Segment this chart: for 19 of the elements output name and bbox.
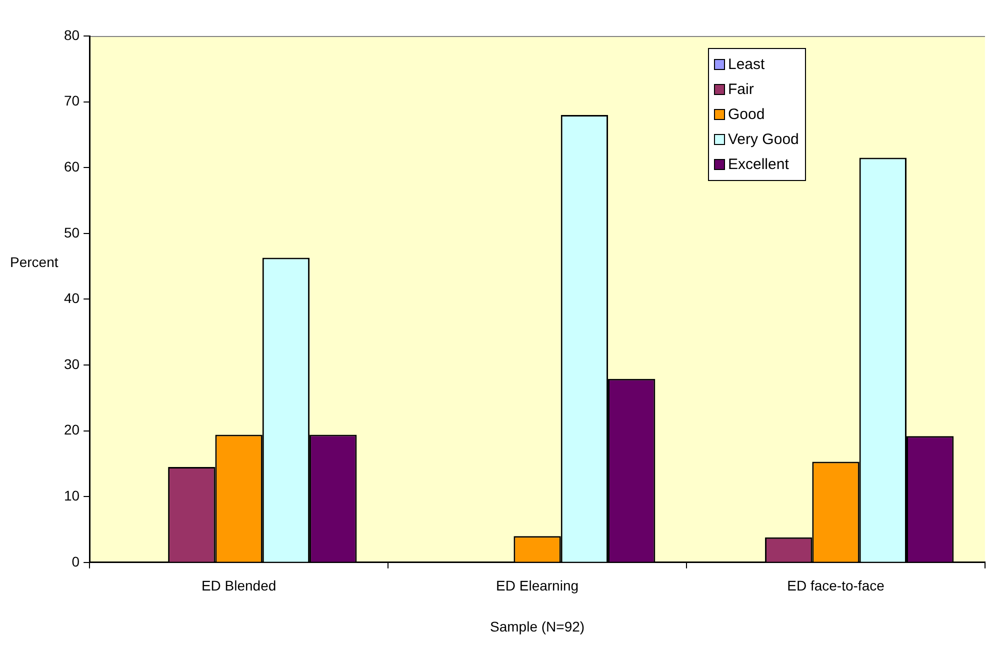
y-axis-title: Percent	[10, 254, 58, 270]
legend-label: Least	[728, 55, 765, 75]
y-tick-label: 30	[64, 356, 80, 372]
x-tick-label: ED face-to-face	[787, 578, 885, 594]
y-tick-label: 20	[64, 422, 80, 438]
x-tick-label: ED Elearning	[496, 578, 579, 594]
legend-label: Very Good	[728, 130, 799, 150]
y-tick-label: 60	[64, 158, 80, 174]
legend-label: Fair	[728, 80, 754, 100]
y-tick-label: 10	[64, 487, 80, 504]
x-tick-label: ED Blended	[201, 578, 276, 594]
legend-label: Good	[728, 105, 765, 125]
y-tick-label: 0	[72, 553, 80, 570]
legend-label: Excellent	[728, 155, 789, 175]
y-tick-label: 40	[64, 290, 80, 306]
x-axis-title: Sample (N=92)	[490, 618, 585, 634]
y-tick-label: 80	[64, 26, 80, 43]
y-tick-label: 50	[64, 224, 80, 240]
y-tick-label: 70	[64, 92, 80, 109]
